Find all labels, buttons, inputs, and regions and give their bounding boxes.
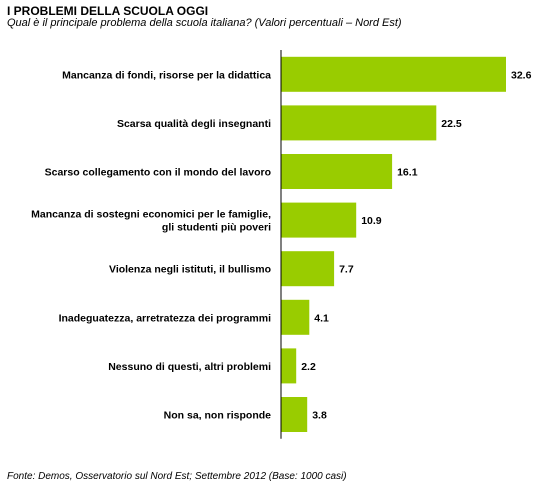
value-label: 10.9 (361, 215, 382, 227)
category-label: Non sa, non risponde (164, 410, 271, 422)
category-label: Scarsa qualità degli insegnanti (117, 118, 271, 130)
value-labels-group: 32.6 22.5 16.1 10.9 7.7 4.1 2.2 3.8 (301, 69, 531, 421)
category-label: Violenza negli istituti, il bullismo (109, 264, 271, 276)
bar (281, 105, 437, 141)
chart-subtitle: Qual è il principale problema della scuo… (7, 17, 402, 29)
bar (281, 154, 393, 189)
bar (281, 251, 335, 287)
bar (281, 299, 310, 335)
chart-title: I PROBLEMI DELLA SCUOLA OGGI (7, 4, 209, 18)
bar (281, 397, 308, 432)
category-label: Mancanza di fondi, risorse per la didatt… (62, 69, 271, 81)
bar (281, 56, 506, 92)
source-note: Fonte: Demos, Osservatorio sul Nord Est;… (7, 471, 347, 482)
value-label: 3.8 (312, 410, 327, 422)
value-label: 7.7 (339, 264, 354, 276)
category-label: Mancanza di sostegni economici per le fa… (31, 209, 271, 234)
value-label: 16.1 (397, 167, 418, 179)
category-label: Inadeguatezza, arretratezza dei programm… (59, 312, 271, 324)
value-label: 22.5 (441, 118, 462, 130)
category-labels-group: Mancanza di fondi, risorse per la didatt… (31, 69, 271, 421)
value-label: 4.1 (314, 312, 329, 324)
bar-chart: Mancanza di fondi, risorse per la didatt… (31, 50, 532, 439)
bars-group (281, 56, 506, 432)
value-label: 32.6 (511, 69, 532, 81)
category-label: Nessuno di questi, altri problemi (108, 361, 271, 373)
bar (281, 202, 357, 238)
bar (281, 348, 297, 384)
value-label: 2.2 (301, 361, 316, 373)
category-label: Scarso collegamento con il mondo del lav… (45, 167, 271, 179)
